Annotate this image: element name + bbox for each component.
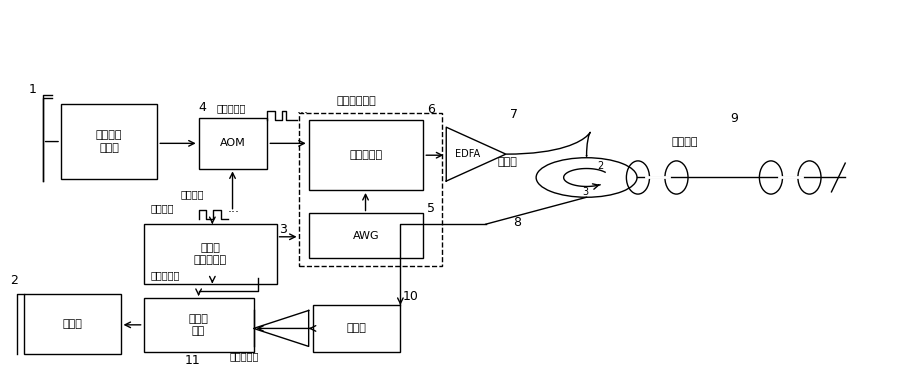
- Text: ···: ···: [228, 206, 240, 219]
- Text: 相位调制器: 相位调制器: [349, 150, 382, 160]
- Text: 3: 3: [279, 223, 287, 236]
- Text: 光电探测器: 光电探测器: [230, 351, 259, 361]
- FancyBboxPatch shape: [24, 294, 120, 354]
- Text: 同步时序: 同步时序: [180, 189, 203, 199]
- Circle shape: [536, 158, 636, 197]
- Text: AWG: AWG: [352, 231, 379, 241]
- Text: AOM: AOM: [220, 138, 245, 148]
- Polygon shape: [446, 127, 505, 181]
- Text: 11: 11: [185, 354, 200, 367]
- Text: 滤波器: 滤波器: [346, 323, 367, 333]
- Text: 2: 2: [10, 273, 18, 287]
- FancyBboxPatch shape: [308, 120, 423, 190]
- FancyBboxPatch shape: [312, 305, 400, 352]
- Text: 3: 3: [582, 187, 587, 198]
- FancyBboxPatch shape: [308, 213, 423, 258]
- Text: ···: ···: [297, 107, 309, 120]
- Text: 5: 5: [426, 202, 435, 215]
- Text: 10: 10: [403, 290, 418, 303]
- Text: EDFA: EDFA: [454, 149, 479, 159]
- Text: 8: 8: [513, 216, 521, 229]
- FancyArrowPatch shape: [505, 132, 589, 156]
- Text: 双通道
波形发生卡: 双通道 波形发生卡: [193, 243, 226, 265]
- Text: 7: 7: [510, 108, 518, 121]
- Text: 2: 2: [597, 160, 603, 170]
- Text: 调制光脉冲: 调制光脉冲: [217, 103, 246, 113]
- Text: 1: 1: [28, 83, 37, 96]
- Text: 6: 6: [426, 103, 435, 116]
- FancyBboxPatch shape: [143, 298, 254, 352]
- Text: 单模光纤: 单模光纤: [671, 137, 698, 147]
- Text: 上位机: 上位机: [62, 319, 83, 329]
- Polygon shape: [254, 311, 308, 346]
- Text: 4: 4: [199, 101, 206, 114]
- Text: 编码脉冲: 编码脉冲: [151, 204, 175, 214]
- Text: 随机相位调制: 随机相位调制: [335, 96, 376, 106]
- Text: 编码前脉冲: 编码前脉冲: [151, 270, 180, 280]
- Text: 9: 9: [730, 112, 738, 125]
- Text: 数据采
集卡: 数据采 集卡: [188, 314, 209, 336]
- FancyBboxPatch shape: [61, 104, 157, 179]
- FancyBboxPatch shape: [199, 118, 267, 169]
- Text: 环形器: 环形器: [497, 157, 517, 167]
- FancyBboxPatch shape: [143, 224, 277, 283]
- Text: 超窄线宽
激光器: 超窄线宽 激光器: [96, 130, 122, 153]
